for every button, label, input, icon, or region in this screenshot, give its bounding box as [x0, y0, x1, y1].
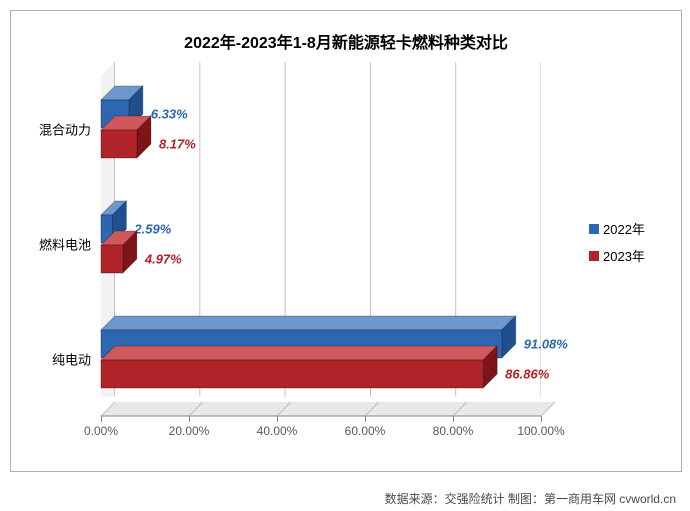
chart-border: 2022年-2023年1-8月新能源轻卡燃料种类对比 混合动力燃料电池纯电动 6…	[10, 10, 682, 472]
legend-swatch	[589, 251, 599, 261]
x-tick-label: 100.00%	[517, 424, 564, 438]
y-category-label: 燃料电池	[39, 234, 101, 253]
bar-3d-faces	[101, 346, 499, 390]
bars-layer: 6.33%8.17%2.59%4.97%91.08%86.86%	[101, 71, 541, 416]
x-tick	[453, 416, 454, 422]
legend-item: 2022年	[589, 219, 645, 238]
bar-value-label: 2.59%	[134, 221, 171, 236]
bar	[101, 245, 123, 273]
bar-value-label: 91.08%	[524, 336, 568, 351]
bar-value-label: 86.86%	[505, 366, 549, 381]
legend-item: 2023年	[589, 246, 645, 265]
x-tick-label: 0.00%	[84, 424, 118, 438]
bar-value-label: 4.97%	[145, 251, 182, 266]
bar-3d-faces	[101, 116, 153, 160]
y-category-label: 混合动力	[39, 119, 101, 138]
legend: 2022年 2023年	[589, 211, 645, 273]
chart-title: 2022年-2023年1-8月新能源轻卡燃料种类对比	[11, 29, 681, 53]
source-caption: 数据来源：交强险统计 制图：第一商用车网 cvworld.cn	[385, 490, 676, 507]
x-tick	[365, 416, 366, 422]
bar-3d-faces	[101, 231, 139, 275]
x-tick-label: 60.00%	[345, 424, 386, 438]
bar	[101, 130, 137, 158]
figure-container: 2022年-2023年1-8月新能源轻卡燃料种类对比 混合动力燃料电池纯电动 6…	[0, 0, 690, 511]
x-tick	[101, 416, 102, 422]
x-tick-label: 40.00%	[257, 424, 298, 438]
bar-value-label: 6.33%	[151, 106, 188, 121]
x-tick	[277, 416, 278, 422]
x-tick-label: 20.00%	[169, 424, 210, 438]
y-category-label: 纯电动	[52, 349, 101, 368]
legend-label: 2022年	[603, 219, 645, 238]
x-tick	[189, 416, 190, 422]
x-tick	[541, 416, 542, 422]
bar	[101, 360, 483, 388]
legend-label: 2023年	[603, 246, 645, 265]
legend-swatch	[589, 224, 599, 234]
x-tick-label: 80.00%	[433, 424, 474, 438]
plot-area: 混合动力燃料电池纯电动 6.33%8.17%2.59%4.97%91.08%86…	[101, 71, 541, 416]
bar-value-label: 8.17%	[159, 136, 196, 151]
